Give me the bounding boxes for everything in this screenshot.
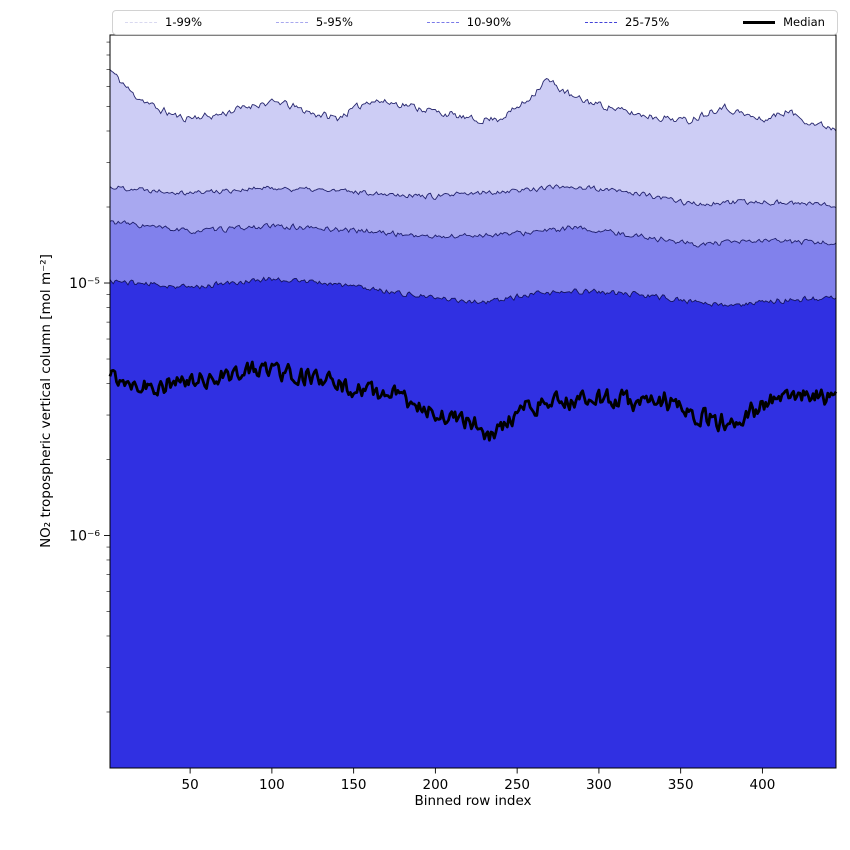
- y-axis-minor-ticks: [106, 41, 110, 713]
- x-tick-label: 300: [586, 777, 612, 793]
- median-line: [108, 360, 838, 442]
- legend-item-median: Median: [743, 14, 825, 29]
- legend-label: 10-90%: [466, 14, 512, 29]
- legend-line-sample: [584, 22, 617, 23]
- percentile-bands: [110, 69, 836, 769]
- legend-item-10-90: 10-90%: [426, 14, 512, 29]
- edge-line-p95: [109, 184, 837, 209]
- legend-item-5-95: 5-95%: [275, 14, 353, 29]
- x-tick-label: 100: [259, 777, 285, 793]
- edge-line-p99: [109, 69, 837, 132]
- band-25-75pct: [110, 277, 836, 768]
- y-axis-label: NO₂ tropospheric vertical column [mol m⁻…: [38, 254, 54, 548]
- percentile-edge-lines: [109, 69, 837, 307]
- legend-label: 1-99%: [165, 14, 203, 29]
- y-tick-label: 10⁻⁶: [69, 529, 100, 545]
- plot-border: [109, 34, 837, 769]
- x-axis-ticks: 50 100 150 200 250 300 350 400: [182, 768, 776, 793]
- x-tick-label: 250: [504, 777, 530, 793]
- legend-label: Median: [783, 14, 825, 29]
- legend-line-sample: [426, 22, 459, 23]
- legend-label: 25-75%: [624, 14, 670, 29]
- edge-line-p75: [109, 276, 837, 307]
- x-tick-label: 400: [750, 777, 776, 793]
- legend-item-25-75: 25-75%: [584, 14, 670, 29]
- legend-line-sample: [125, 22, 157, 23]
- legend-label: 5-95%: [315, 14, 353, 29]
- legend: 1-99% 5-95% 10-90% 25-75% Median: [112, 10, 838, 35]
- legend-item-1-99: 1-99%: [125, 14, 203, 29]
- x-axis-label: Binned row index: [414, 793, 532, 809]
- legend-line-sample: [743, 21, 776, 24]
- x-tick-label: 150: [341, 777, 367, 793]
- y-tick-label: 10⁻⁵: [69, 276, 100, 292]
- x-tick-label: 50: [182, 777, 199, 793]
- edge-line-p90: [109, 220, 837, 248]
- legend-line-sample: [275, 22, 308, 23]
- x-tick-label: 200: [423, 777, 449, 793]
- x-tick-label: 350: [668, 777, 694, 793]
- y-axis-ticks: 10⁻⁵ 10⁻⁶: [69, 276, 110, 545]
